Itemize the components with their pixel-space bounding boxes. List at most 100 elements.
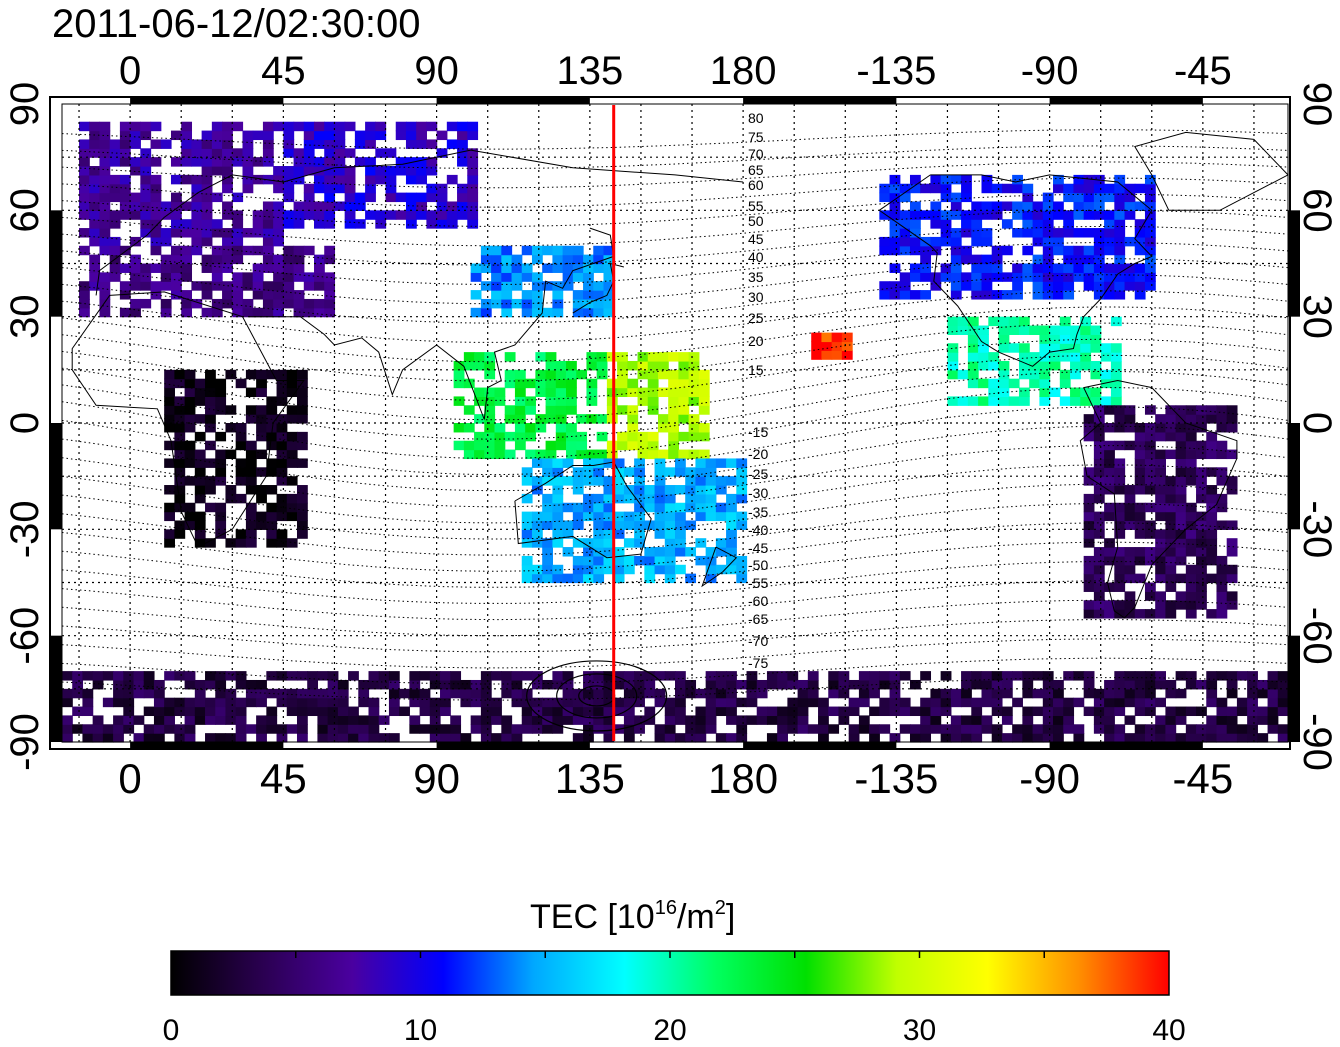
- tec-cell: [467, 157, 479, 167]
- tec-cell: [457, 148, 468, 158]
- tec-cell: [675, 511, 686, 522]
- tec-cell: [1029, 378, 1040, 389]
- tec-cell: [736, 485, 748, 495]
- tec-cell: [644, 688, 656, 699]
- tec-cell: [596, 369, 608, 380]
- tec-cell: [1226, 706, 1238, 717]
- tec-cell: [920, 290, 932, 300]
- tec-cell: [1032, 671, 1044, 681]
- tec-cell: [324, 281, 336, 291]
- tec-cell: [613, 697, 625, 708]
- tec-cell: [314, 201, 325, 211]
- tec-cell: [1206, 511, 1218, 522]
- tec-cell: [961, 272, 972, 282]
- tec-cell: [950, 236, 962, 247]
- tec-cell: [1144, 502, 1156, 513]
- tec-cell: [1185, 538, 1197, 548]
- tec-cell: [225, 715, 237, 725]
- tec-cell: [634, 476, 645, 486]
- tec-cell: [453, 440, 465, 451]
- tec-cell: [191, 210, 203, 220]
- tec-cell: [1032, 733, 1044, 743]
- tec-cell: [981, 715, 993, 725]
- tec-cell: [1144, 706, 1156, 717]
- tec-cell: [1144, 476, 1156, 486]
- tec-cell: [181, 157, 193, 167]
- tec-cell: [273, 166, 284, 176]
- tec-cell: [1083, 529, 1095, 539]
- bottom-lon-label: 90: [413, 755, 460, 802]
- tec-cell: [1093, 431, 1105, 442]
- tec-cell: [777, 733, 788, 743]
- tec-cell: [593, 511, 605, 522]
- tec-cell: [388, 679, 400, 690]
- left-lat-label: 60: [3, 188, 47, 233]
- tec-cell: [1042, 236, 1054, 247]
- tec-cell: [1049, 343, 1061, 353]
- tec-cell: [1114, 245, 1126, 256]
- tec-cell: [1073, 263, 1085, 273]
- tec-cell: [314, 272, 325, 282]
- tec-cell: [511, 697, 523, 708]
- tec-cell: [1134, 573, 1146, 584]
- tec-cell: [276, 493, 288, 504]
- tec-cell: [470, 290, 482, 300]
- tec-cell: [286, 511, 298, 522]
- tec-cell: [664, 538, 676, 548]
- tec-cell: [1104, 609, 1115, 619]
- tec-cell: [726, 564, 737, 575]
- tec-cell: [286, 405, 298, 415]
- tec-cell: [623, 538, 635, 548]
- tec-cell: [988, 387, 1000, 398]
- tec-cell: [1083, 511, 1095, 522]
- tec-cell: [831, 332, 843, 343]
- tec-cell: [405, 121, 417, 132]
- tec-cell: [797, 688, 809, 699]
- tec-cell: [416, 139, 427, 149]
- tec-cell: [1226, 423, 1238, 433]
- tec-cell: [899, 281, 911, 291]
- mlat-label: -20: [748, 446, 768, 462]
- tec-cell: [889, 679, 901, 690]
- tec-cell: [950, 290, 962, 300]
- tec-cell: [950, 228, 962, 238]
- tec-cell: [583, 493, 594, 504]
- tec-cell: [981, 688, 993, 699]
- tec-cell: [184, 387, 196, 398]
- tec-cell: [164, 511, 175, 522]
- tec-cell: [205, 387, 216, 398]
- tec-cell: [603, 298, 615, 309]
- tec-cell: [201, 254, 213, 265]
- tec-cell: [668, 431, 680, 442]
- tec-cell: [1110, 352, 1122, 362]
- tec-cell: [889, 697, 901, 708]
- tec-cell: [501, 272, 513, 282]
- tec-cell: [194, 538, 206, 548]
- mlat-contour: [61, 290, 1289, 343]
- tec-cell: [1022, 671, 1034, 681]
- tec-cell: [296, 431, 308, 442]
- tec-cell: [133, 671, 145, 681]
- mlat-label: -35: [748, 504, 768, 520]
- tec-cell: [1226, 414, 1238, 424]
- tec-cell: [545, 378, 557, 389]
- tec-cell: [79, 157, 90, 167]
- tec-cell: [1175, 733, 1187, 743]
- tec-cell: [348, 671, 359, 681]
- tec-cell: [307, 697, 319, 708]
- tec-cell: [566, 378, 577, 389]
- tec-cell: [303, 192, 315, 203]
- tec-cell: [634, 538, 645, 548]
- tec-cell: [296, 440, 308, 451]
- tec-cell: [675, 671, 686, 681]
- tec-cell: [514, 405, 526, 415]
- tec-cell: [1196, 538, 1207, 548]
- tec-cell: [971, 254, 983, 265]
- tec-cell: [1155, 529, 1166, 539]
- tec-cell: [140, 228, 152, 238]
- tec-cell: [705, 511, 717, 522]
- mlat-contour: [61, 161, 1289, 189]
- tec-cell: [501, 724, 513, 734]
- tec-cell: [1073, 733, 1085, 743]
- tec-cell: [1124, 201, 1136, 211]
